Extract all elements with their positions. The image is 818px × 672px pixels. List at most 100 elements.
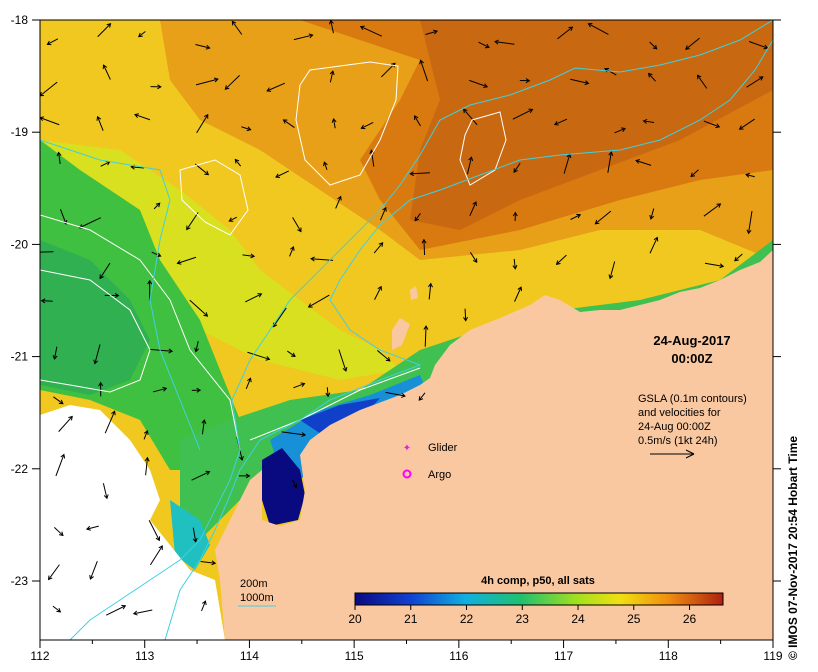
y-axis: -18 -19 -20 -21 -22 -23 (11, 13, 781, 588)
velocity-arrowhead (621, 127, 626, 132)
velocity-arrowhead (685, 45, 690, 50)
velocity-arrowhead (134, 113, 139, 118)
velocity-arrowhead (325, 392, 331, 398)
y-tick-label: -22 (11, 462, 29, 476)
y-tick-label: -21 (11, 350, 29, 364)
map-date: 24-Aug-2017 (653, 333, 730, 348)
velocity-legend: GSLA (0.1m contours) and velocities for … (638, 393, 747, 459)
velocity-arrow (229, 216, 238, 222)
velocity-arrow (153, 202, 161, 210)
island-small (410, 286, 418, 300)
velocity-arrowhead (421, 238, 427, 244)
velocity-arrowhead (513, 168, 518, 173)
velocity-arrow (97, 23, 111, 38)
velocity-arrowhead (328, 20, 334, 25)
velocity-arrow (373, 242, 384, 254)
velocity-arrow (745, 174, 755, 178)
velocity-arrow (266, 82, 286, 92)
velocity-arrowhead (584, 80, 590, 86)
velocity-arrow (557, 26, 573, 40)
velocity-arrow (40, 251, 54, 253)
sst-gulf-cold (262, 448, 305, 526)
x-tick-label: 119 (763, 649, 782, 663)
velocity-arrowhead (409, 171, 415, 177)
velocity-arrowhead (144, 456, 150, 462)
velocity-arrow (103, 64, 111, 80)
x-tick-label: 112 (30, 649, 49, 663)
velocity-arrowhead (106, 23, 112, 28)
velocity-arrowhead (512, 211, 518, 217)
velocity-arrowhead (246, 126, 252, 132)
velocity-arrowhead (96, 115, 102, 121)
velocity-arrowhead (484, 43, 490, 49)
sst-yellowgreen-band (40, 140, 400, 380)
velocity-arrowhead (472, 201, 477, 207)
velocity-arrow (649, 41, 658, 50)
velocity-arrowhead (652, 44, 658, 50)
land-australia (215, 250, 773, 640)
velocity-arrowhead (213, 77, 219, 83)
velocity-arrow (97, 116, 104, 131)
velocity-arrow (58, 416, 73, 432)
velocity-arrow (335, 196, 342, 209)
velocity-arrow (513, 258, 516, 269)
velocity-arrowhead (719, 263, 725, 269)
velocity-arrow (245, 293, 262, 303)
velocity-arrowhead (265, 355, 271, 361)
velocity-arrow (189, 299, 208, 317)
gsla-contour-3 (179, 159, 249, 236)
velocity-arrow (703, 120, 720, 128)
velocity-arrow (635, 159, 652, 166)
velocity-arrow (234, 159, 242, 167)
velocity-arrow (563, 153, 571, 174)
velocity-arrowhead (433, 29, 439, 35)
plot-area (30, 20, 773, 640)
velocity-arrow (289, 246, 294, 257)
velocity-arrow (241, 126, 251, 131)
velocity-arrowhead (576, 213, 582, 219)
velocity-arrow (329, 71, 334, 83)
gsla-contour-2 (459, 111, 507, 186)
velocity-arrow (195, 341, 199, 352)
velocity-arrow (272, 307, 287, 327)
velocity-arrow (53, 527, 64, 536)
velocity-arrow (40, 81, 58, 97)
velocity-arrowhead (696, 74, 702, 80)
velocity-arrowhead (155, 202, 161, 208)
velocity-arrowhead (300, 382, 306, 388)
velocity-arrowhead (158, 545, 163, 550)
colorbar-tick-label: 24 (571, 612, 585, 626)
gsla-contour-4 (40, 214, 241, 451)
colorbar-tick-label: 25 (627, 612, 641, 626)
map-time: 00:00Z (671, 351, 712, 366)
x-tick-label: 116 (449, 649, 468, 663)
velocity-arrowhead (202, 600, 207, 606)
colorbar-tick-label: 22 (460, 612, 474, 626)
velocity-arrowhead (46, 40, 52, 46)
velocity-arrow (47, 38, 59, 45)
velocity-arrowhead (594, 219, 600, 225)
sst-cyan-coast (170, 500, 210, 570)
isobath-200m (164, 39, 773, 640)
velocity-arrowhead (462, 108, 468, 114)
x-axis: 112 113 114 115 116 117 118 119 (30, 640, 783, 663)
velocity-arrowhead (239, 456, 244, 461)
velocity-arrow (186, 212, 199, 230)
velocity-arrow (194, 163, 209, 176)
velocity-arrowhead (763, 44, 769, 50)
velocity-arrow (104, 411, 116, 434)
velocity-arrowhead (494, 39, 499, 45)
isobaths (40, 20, 773, 640)
velocity-arrow (138, 31, 146, 38)
velocity-arrow (379, 207, 387, 221)
velocity-arrow (609, 261, 616, 279)
velocity-arrowhead (378, 242, 384, 247)
velocity-arrowhead (525, 78, 531, 84)
velocity-arrowhead (132, 610, 138, 616)
velocity-arrowhead (157, 84, 162, 90)
velocity-arrow (293, 383, 305, 389)
velocity-arrowhead (329, 70, 335, 76)
velocity-arrow (195, 44, 210, 49)
velocity-arrowhead (30, 250, 33, 254)
velocity-arrow (703, 203, 721, 217)
